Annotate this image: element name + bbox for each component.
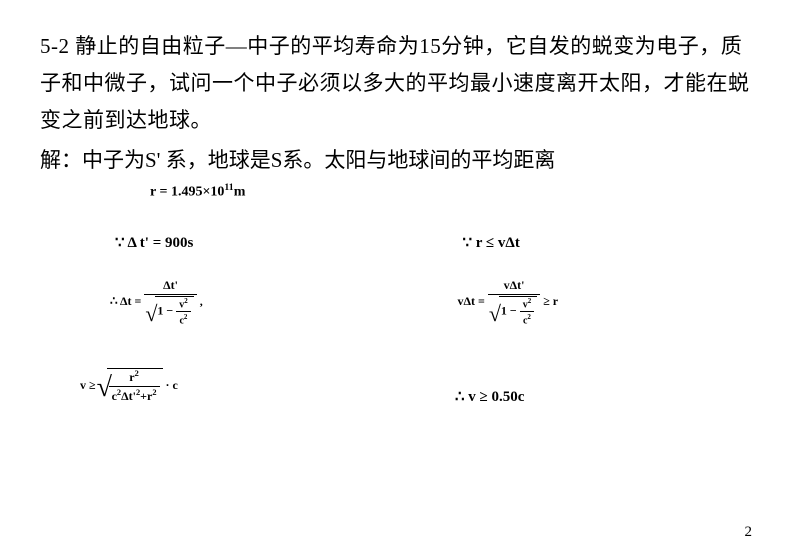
eq-v-dt: Δt' (121, 389, 136, 403)
page-number: 2 (745, 524, 753, 541)
eq-distance: r = 1.495×1011m (150, 182, 245, 201)
eq-velocity: v ≥ √ r2 c2Δt'2+r2 · c (80, 378, 178, 392)
eq-dt-prime: ∵ Δ t' = 900s (115, 235, 193, 251)
solution-intro: 解：中子为S' 系，地球是S系。太阳与地球间的平均距离 (40, 144, 760, 174)
eq-v-r: +r (140, 389, 152, 403)
eq-vdt-num: vΔt' (488, 278, 540, 294)
eq-time-dilation: ∴ Δt = Δt' √ 1 − v2 c2 , (110, 294, 203, 308)
eq-dt-v-exp: 2 (184, 297, 188, 305)
eq-vdt-c-exp: 2 (527, 313, 531, 321)
eq-vdt-v-exp: 2 (528, 297, 532, 305)
problem-statement: 5-2 静止的自由粒子—中子的平均寿命为15分钟，它自发的蜕变为电子，质子和中微… (40, 28, 760, 138)
eq-dt-num: Δt' (144, 278, 196, 294)
eq-r-exp: 11 (224, 182, 233, 193)
eq-v-num-exp: 2 (135, 369, 139, 378)
eq-dt-lead: ∴ Δt = (110, 294, 141, 308)
eq-vdt-lead: vΔt = (458, 294, 485, 308)
eq-v-lead: v ≥ (80, 378, 96, 392)
eq-dt-den-lead: 1 − (157, 303, 173, 317)
eq-vdt: vΔt = vΔt' √ 1 − v2 c2 ≥ r (458, 294, 559, 308)
eq-vdt-den-lead: 1 − (501, 303, 517, 317)
eq-r-prefix: r = 1.495×10 (150, 185, 224, 200)
eq-vdt-tail: ≥ r (543, 294, 558, 308)
eq-v-tail: · c (166, 378, 178, 392)
eq-r-suffix: m (234, 185, 246, 200)
eq-condition: ∵ r ≤ vΔt (463, 235, 520, 251)
eq-dt-comma: , (200, 294, 203, 308)
eq-result: ∴ v ≥ 0.50c (455, 389, 524, 405)
eq-dt-c-exp: 2 (184, 313, 188, 321)
